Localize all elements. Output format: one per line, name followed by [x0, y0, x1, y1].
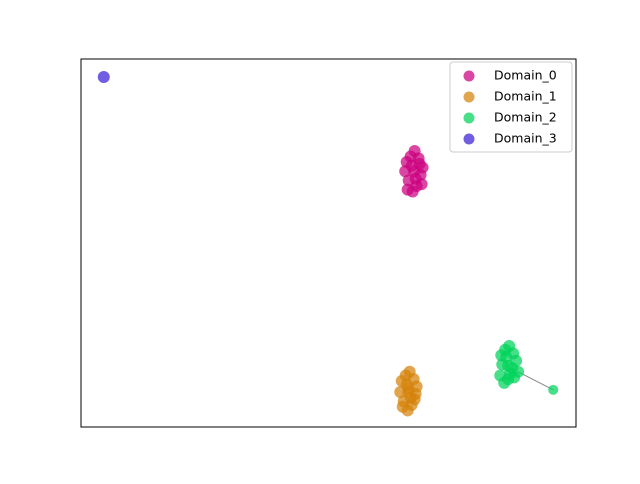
point — [502, 359, 515, 372]
point — [508, 371, 521, 384]
link-line — [517, 371, 554, 391]
point — [548, 384, 559, 395]
legend-marker — [463, 70, 475, 82]
legend-label: Domain_1 — [494, 89, 557, 104]
point — [408, 165, 421, 178]
point — [396, 400, 409, 413]
legend-marker — [463, 91, 475, 103]
legend-label: Domain_2 — [494, 110, 557, 125]
point — [97, 71, 110, 84]
point — [402, 386, 415, 399]
legend-label: Domain_0 — [494, 68, 557, 83]
legend-marker — [463, 133, 475, 145]
legend-label: Domain_3 — [494, 131, 557, 146]
legend-box — [449, 61, 573, 153]
plot-frame — [80, 58, 577, 428]
point — [401, 183, 414, 196]
legend-marker — [463, 112, 475, 124]
